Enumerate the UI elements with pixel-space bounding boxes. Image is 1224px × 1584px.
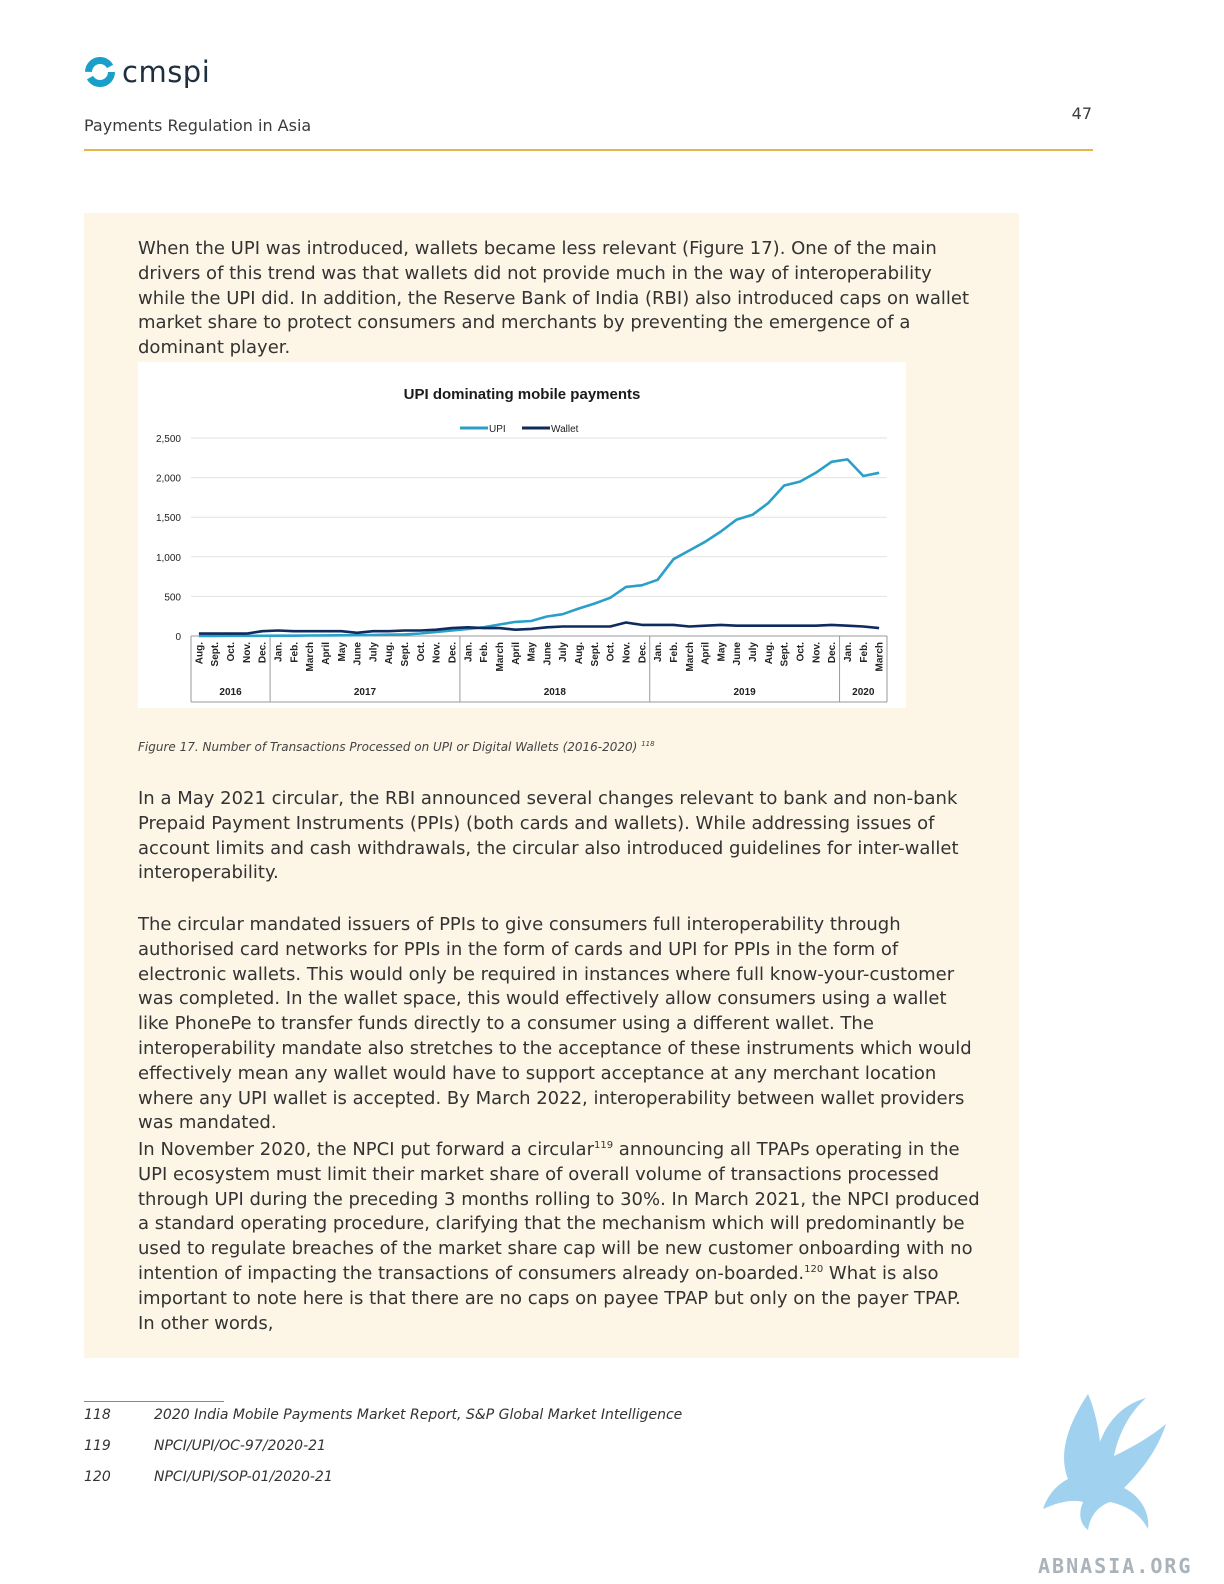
x-tick-label: Aug. xyxy=(384,642,395,664)
x-tick-label: March xyxy=(875,642,886,671)
x-tick-label: Nov. xyxy=(622,642,633,663)
paragraph-4-part-a: In November 2020, the NPCI put forward a… xyxy=(138,1139,594,1160)
page-number: 47 xyxy=(1071,104,1092,123)
x-tick-label: April xyxy=(701,642,712,665)
x-tick-label: June xyxy=(732,642,743,666)
x-tick-label: March xyxy=(305,642,316,671)
x-tick-label: Aug. xyxy=(764,642,775,664)
y-tick-label: 0 xyxy=(175,632,181,643)
y-tick-label: 500 xyxy=(164,592,181,603)
caption-text: Figure 17. Number of Transactions Proces… xyxy=(138,740,642,754)
cmspi-logo-icon xyxy=(85,57,115,87)
x-tick-label: July xyxy=(558,642,569,662)
x-tick-label: Feb. xyxy=(859,642,870,663)
x-tick-label: April xyxy=(511,642,522,665)
x-tick-label: July xyxy=(368,642,379,662)
x-tick-label: Oct. xyxy=(796,642,807,662)
footnote-118: 118 2020 India Mobile Payments Market Rep… xyxy=(84,1407,682,1423)
x-tick-label: Sept. xyxy=(590,642,601,667)
x-tick-label: Nov. xyxy=(811,642,822,663)
x-tick-label: July xyxy=(748,642,759,662)
footnote-number: 120 xyxy=(84,1469,111,1485)
legend-label-upi: UPI xyxy=(489,424,506,435)
paragraph-2: In a May 2021 circular, the RBI announce… xyxy=(138,788,959,884)
paragraph-1: When the UPI was introduced, wallets bec… xyxy=(138,238,970,359)
year-label-2016: 2016 xyxy=(219,687,242,698)
x-tick-label: Dec. xyxy=(448,642,459,663)
x-tick-label: Feb. xyxy=(479,642,490,663)
paragraph-4-part-c: What is also important to note here is t… xyxy=(138,1262,961,1334)
year-label-2017: 2017 xyxy=(354,687,377,698)
paragraph-4-part-b: announcing all TPAPs operating in the UP… xyxy=(138,1139,980,1284)
x-tick-label: April xyxy=(321,642,332,665)
year-label-2020: 2020 xyxy=(852,687,875,698)
x-tick-label: Jan. xyxy=(463,642,474,662)
figure-caption: Figure 17. Number of Transactions Proces… xyxy=(138,740,655,754)
x-tick-label: Sept. xyxy=(780,642,791,667)
line-chart: UPI dominating mobile payments UPI Wallet 0… xyxy=(156,386,888,703)
paragraph-4: In November 2020, the NPCI put forward a… xyxy=(138,1138,983,1336)
x-tick-label: June xyxy=(353,642,364,666)
footnote-119: 119 NPCI/UPI/OC-97/2020-21 xyxy=(84,1438,326,1454)
footnote-ref-119[interactable]: 119 xyxy=(593,1140,614,1151)
x-tick-label: Nov. xyxy=(242,642,253,663)
x-tick-label: Sept. xyxy=(400,642,411,667)
header-rule xyxy=(84,149,1093,151)
y-tick-label: 1,500 xyxy=(156,513,181,524)
x-tick-label: Feb. xyxy=(289,642,300,663)
x-tick-label: March xyxy=(495,642,506,671)
x-tick-label: Dec. xyxy=(258,642,269,663)
x-tick-label: June xyxy=(542,642,553,666)
x-tick-label: Jan. xyxy=(843,642,854,662)
footnote-120: 120 NPCI/UPI/SOP-01/2020-21 xyxy=(84,1469,333,1485)
footnote-rule xyxy=(84,1401,224,1402)
x-tick-label: May xyxy=(527,642,538,662)
x-tick-label: Aug. xyxy=(194,642,205,664)
caption-footnote-ref[interactable]: 118 xyxy=(641,740,655,748)
y-tick-label: 2,000 xyxy=(156,474,181,485)
y-tick-label: 1,000 xyxy=(156,553,181,564)
x-tick-label: Sept. xyxy=(210,642,221,667)
chart-title: UPI dominating mobile payments xyxy=(404,386,641,403)
year-label-2019: 2019 xyxy=(734,687,757,698)
footnote-text: 2020 India Mobile Payments Market Report… xyxy=(154,1407,683,1423)
footnote-number: 119 xyxy=(84,1438,111,1454)
x-tick-label: Jan. xyxy=(274,642,285,662)
figure-17-chart: UPI dominating mobile payments UPI Wallet 0… xyxy=(138,362,906,708)
x-tick-label: May xyxy=(716,642,727,662)
footnote-ref-120[interactable]: 120 xyxy=(804,1263,824,1275)
x-tick-label: Dec. xyxy=(827,642,838,663)
x-tick-label: Oct. xyxy=(226,642,237,662)
header-title: Payments Regulation in Asia xyxy=(84,116,312,135)
series-line-wallet xyxy=(198,621,880,635)
paragraph-3: The circular mandated issuers of PPIs to… xyxy=(138,914,972,1134)
logo-wordmark: cmspi xyxy=(122,55,211,89)
x-tick-label: Feb. xyxy=(669,642,680,663)
series-line-upi xyxy=(198,458,880,638)
x-tick-label: Aug. xyxy=(574,642,585,664)
watermark-text: ABNASIA.ORG xyxy=(1038,1554,1193,1578)
footnote-text: NPCI/UPI/OC-97/2020-21 xyxy=(154,1438,326,1454)
footnote-text: NPCI/UPI/SOP-01/2020-21 xyxy=(154,1469,333,1485)
x-tick-label: Dec. xyxy=(637,642,648,663)
footnote-number: 118 xyxy=(84,1407,111,1423)
x-tick-label: March xyxy=(685,642,696,671)
legend-label-wallet: Wallet xyxy=(551,424,579,435)
y-tick-label: 2,500 xyxy=(156,434,181,445)
x-tick-label: Oct. xyxy=(606,642,617,662)
year-label-2018: 2018 xyxy=(544,687,567,698)
x-tick-label: Jan. xyxy=(653,642,664,662)
x-tick-label: Nov. xyxy=(432,642,443,663)
griffin-watermark-icon xyxy=(1043,1394,1166,1530)
x-tick-label: May xyxy=(337,642,348,662)
cmspi-logo: cmspi xyxy=(84,52,210,92)
x-tick-label: Oct. xyxy=(416,642,427,662)
